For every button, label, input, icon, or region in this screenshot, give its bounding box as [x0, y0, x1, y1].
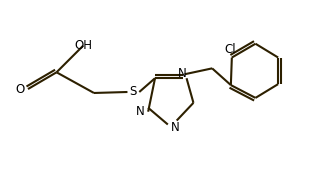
Text: N: N — [171, 121, 180, 134]
Text: N: N — [136, 105, 145, 118]
Text: N: N — [178, 67, 187, 80]
Text: S: S — [130, 85, 137, 98]
Text: O: O — [15, 83, 25, 96]
Text: Cl: Cl — [224, 43, 236, 56]
Text: OH: OH — [74, 39, 92, 52]
